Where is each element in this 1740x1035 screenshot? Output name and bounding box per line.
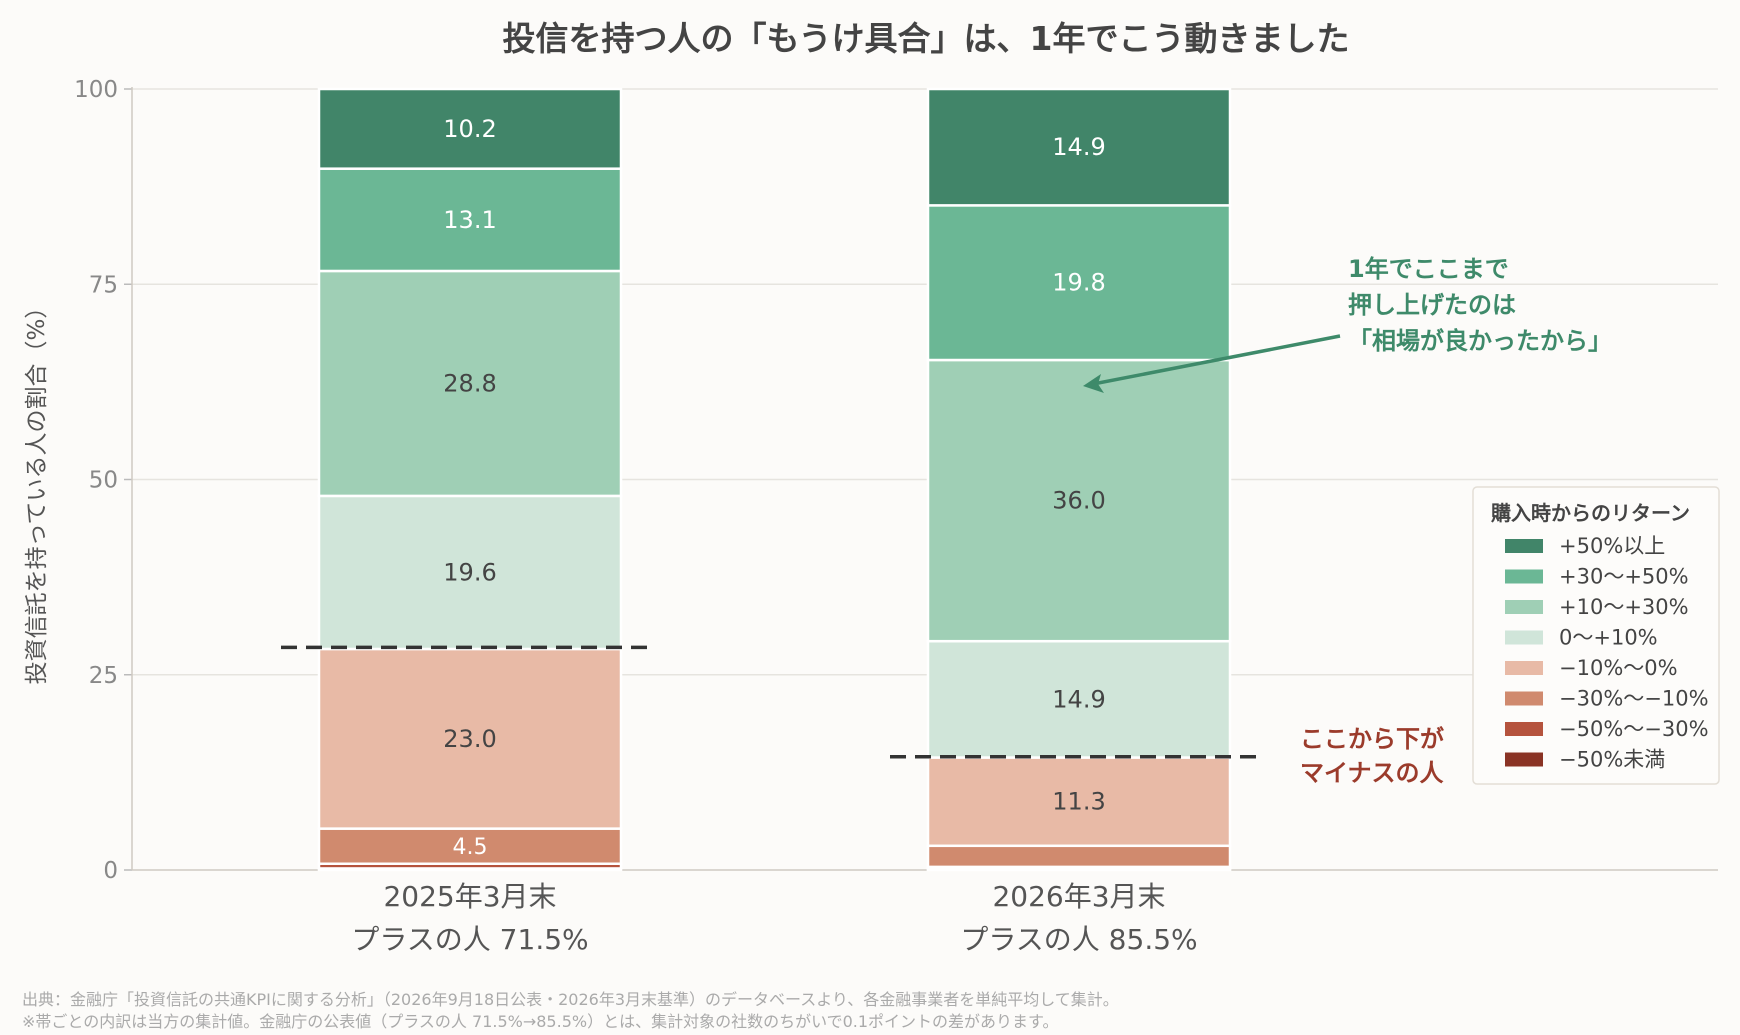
legend-label: −30%〜−10% <box>1559 687 1709 711</box>
y-tick-label: 0 <box>103 858 118 884</box>
y-tick-label: 50 <box>89 468 118 494</box>
data-label: 28.8 <box>443 369 496 397</box>
annotation-text: ここから下が <box>1300 725 1444 753</box>
bars: 4.5 23.0 19.6 28.8 13.1 10.2 11.3 14.9 36.0 19.8 1… <box>317 87 1232 872</box>
data-label: 11.3 <box>1052 788 1105 816</box>
bar-segment <box>317 167 623 273</box>
legend-swatch <box>1505 691 1543 706</box>
y-tick-labels: 0 25 50 75 100 <box>74 77 118 884</box>
data-label: 23.0 <box>443 725 496 753</box>
legend-label: −50%〜−30% <box>1559 717 1709 741</box>
legend-swatch <box>1505 600 1543 614</box>
bar-segment <box>926 358 1232 643</box>
chart-title: 投信を持つ人の「もうけ具合」は、1年でこう動きました <box>503 19 1350 58</box>
zero-return-dividers <box>281 645 1258 759</box>
y-tick-label: 25 <box>89 663 118 689</box>
legend-label: +50%以上 <box>1559 534 1665 558</box>
data-label: 36.0 <box>1052 487 1105 515</box>
data-label: 10.2 <box>443 115 496 143</box>
bar-segment <box>926 87 1232 207</box>
legend-label: +10〜+30% <box>1559 595 1689 619</box>
legend-swatch <box>1505 630 1543 645</box>
bar-segment <box>317 87 623 170</box>
legend-swatch <box>1505 661 1543 675</box>
legend-box <box>1472 486 1720 785</box>
legend-title: 購入時からのリターン <box>1491 501 1690 525</box>
x-tick-label: 2025年3月末 <box>383 880 556 913</box>
x-tick-sublabel: プラスの人 85.5% <box>960 923 1197 956</box>
legend-label: −10%〜0% <box>1559 656 1678 680</box>
bar-segment <box>317 269 623 498</box>
data-label: 19.8 <box>1052 269 1105 297</box>
arrow-head <box>1083 374 1104 393</box>
y-tick-label: 75 <box>89 272 118 298</box>
annotation-arrow <box>1087 334 1341 387</box>
y-axis-label: 投資信託を持っている人の割合（%） <box>24 296 50 685</box>
legend-label: +30〜+50% <box>1559 565 1689 589</box>
footer-note: ※帯ごとの内訳は当方の集計値。金融庁の公表値（プラスの人 71.5%→85.5%… <box>22 1012 1058 1031</box>
x-tick-sublabel: プラスの人 71.5% <box>351 923 588 956</box>
data-label: 19.6 <box>443 558 496 586</box>
y-tick-label: 100 <box>74 77 118 103</box>
annotation-text: 押し上げたのは <box>1348 291 1516 319</box>
data-label: 4.5 <box>453 835 488 860</box>
legend-swatch <box>1505 569 1543 584</box>
legend-swatch <box>1505 539 1543 553</box>
bar-segment <box>926 844 1232 869</box>
bar-segment <box>926 204 1232 362</box>
data-label: 13.1 <box>443 206 496 234</box>
bar-segment <box>926 639 1232 759</box>
annotation-text: マイナスの人 <box>1300 759 1444 787</box>
legend: 購入時からのリターン +50%以上 +30〜+50% +10〜+30% 0〜+10% −1… <box>1472 486 1720 785</box>
legend-swatch <box>1505 722 1543 736</box>
legend-label: −50%未満 <box>1559 748 1665 772</box>
legend-label: 0〜+10% <box>1559 626 1658 650</box>
bar-segment <box>317 647 623 830</box>
footer-source: 出典：金融庁「投資信託の共通KPIに関する分析」（2026年9月18日公表・20… <box>22 990 1119 1009</box>
legend-swatch <box>1505 752 1543 767</box>
x-tick-label: 2026年3月末 <box>992 880 1165 913</box>
annotation-text: 「相場が良かったから」 <box>1348 327 1612 355</box>
annotation-text: 1年でここまで <box>1348 255 1509 283</box>
data-label: 14.9 <box>1052 685 1105 713</box>
bar-segment <box>926 756 1232 848</box>
bar-segment <box>317 494 623 651</box>
data-label: 14.9 <box>1052 133 1105 161</box>
